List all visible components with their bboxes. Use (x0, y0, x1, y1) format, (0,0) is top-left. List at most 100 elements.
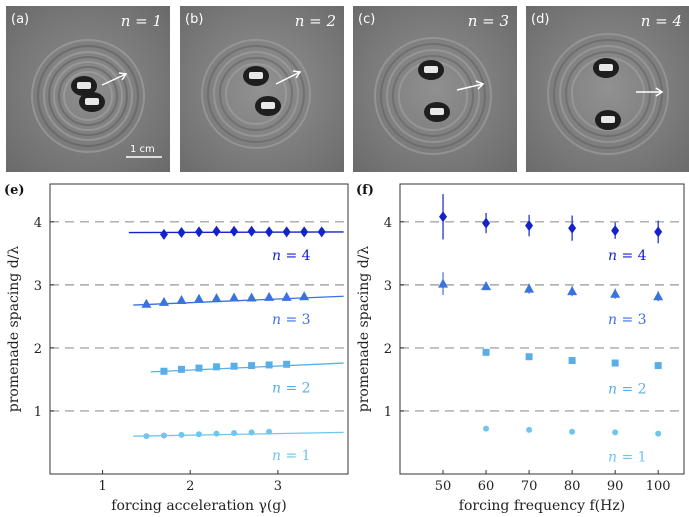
data-point (265, 361, 273, 369)
data-point (610, 288, 621, 298)
data-point (299, 291, 310, 301)
data-point (264, 291, 275, 301)
photo-panel-b: (b) n = 2 (180, 6, 344, 172)
plot-frame (399, 183, 685, 475)
photo-b-image (180, 6, 344, 172)
data-point (160, 432, 167, 439)
x-tick-label: 90 (607, 479, 624, 494)
x-tick-label: 80 (564, 479, 581, 494)
series-label: n = 4 (272, 248, 311, 264)
data-point (654, 362, 662, 370)
y-axis-label: promenade spacing d/λ (356, 246, 372, 413)
data-point (525, 220, 534, 232)
series-4: n = 4 (439, 194, 663, 264)
photo-n-d: n = 4 (640, 12, 682, 30)
data-point (300, 226, 309, 238)
data-point (525, 353, 533, 361)
scale-label: 1 cm (130, 144, 155, 155)
droplet-icon (71, 76, 105, 112)
charts-area: 1 2 3 1 2 3 4 n = 1 n = 2 n = 3 n = 4 (e) forcing ac… (4, 183, 685, 514)
x-tick-label: 2 (186, 479, 194, 494)
data-point (281, 291, 292, 301)
data-point (248, 429, 255, 436)
series-label: n = 4 (608, 248, 647, 264)
series-2: n = 2 (150, 360, 344, 396)
data-point (482, 348, 490, 356)
data-point (160, 367, 168, 375)
data-point (524, 283, 535, 293)
series-label: n = 2 (272, 380, 311, 396)
series-1: n = 1 (483, 425, 662, 466)
data-point (211, 293, 222, 303)
data-point (213, 430, 220, 437)
series-label: n = 1 (272, 448, 311, 464)
data-point (247, 225, 256, 237)
series-1: n = 1 (133, 428, 344, 464)
x-tick-label: 50 (435, 479, 452, 494)
x-tick-label: 100 (646, 479, 671, 494)
y-tick-label: 3 (384, 279, 392, 294)
data-point (481, 281, 492, 291)
data-point (195, 226, 203, 238)
photo-n-c: n = 3 (467, 12, 509, 30)
y-tick-label: 2 (34, 342, 42, 357)
y-tick-label: 2 (384, 342, 392, 357)
photo-panel-a: (a) n = 1 1 cm (6, 6, 170, 172)
data-point (213, 363, 221, 371)
data-point (568, 222, 577, 234)
panel-label: (e) (4, 183, 25, 198)
photo-d-image (526, 6, 689, 172)
data-point (569, 428, 576, 435)
panel-label: (f) (356, 183, 374, 198)
data-point (177, 227, 186, 239)
data-point (177, 365, 185, 373)
arrow-icon (275, 70, 302, 85)
data-point (158, 296, 169, 306)
chart-e: 1 2 3 1 2 3 4 n = 1 n = 2 n = 3 n = 4 (e) forcing ac… (4, 183, 349, 514)
data-point (248, 362, 256, 370)
series-label: n = 1 (608, 450, 647, 466)
chart-f: 50 60 70 80 90 100 1 2 3 4 n = 1 n = 2 n = 3 n = 4 (f)… (356, 183, 685, 514)
data-point (229, 292, 240, 302)
data-point (283, 360, 291, 368)
data-point (611, 225, 620, 237)
data-point (654, 226, 663, 238)
series-label: n = 2 (608, 382, 647, 398)
data-point (438, 278, 449, 288)
y-axis-label: promenade spacing d/λ (6, 246, 22, 413)
series-4: n = 4 (128, 225, 344, 264)
x-axis-label: forcing acceleration γ(g) (111, 498, 286, 514)
y-tick-label: 1 (384, 405, 392, 420)
data-point (246, 292, 257, 302)
photo-label-c: (c) (358, 12, 376, 27)
data-point (230, 225, 239, 237)
photo-label-b: (b) (185, 12, 204, 27)
x-axis-label: forcing frequency f(Hz) (459, 498, 625, 514)
data-point (317, 226, 326, 238)
y-tick-label: 4 (384, 216, 392, 231)
data-point (265, 226, 274, 238)
data-point (230, 362, 238, 370)
data-point (176, 295, 187, 304)
arrow-icon (636, 87, 664, 97)
series-label: n = 3 (608, 312, 647, 328)
series-3: n = 3 (438, 272, 664, 328)
data-point (526, 426, 533, 433)
data-point (212, 225, 221, 237)
photo-panel-d: (d) n = 4 (526, 6, 689, 172)
series-2: n = 2 (482, 348, 662, 398)
photo-panel-c: (c) n = 3 (353, 6, 517, 172)
fit-line (133, 431, 344, 437)
photo-label-d: (d) (531, 12, 550, 27)
y-tick-label: 3 (34, 279, 42, 294)
x-tick-label: 1 (98, 479, 106, 494)
data-point (282, 226, 291, 238)
data-point (231, 430, 238, 437)
data-point (196, 431, 202, 438)
droplet-icon (243, 66, 281, 116)
plot-frame (49, 183, 349, 475)
data-point (655, 430, 662, 437)
photo-n-b: n = 2 (294, 12, 336, 30)
x-tick-label: 3 (274, 479, 282, 494)
data-point (483, 425, 490, 432)
